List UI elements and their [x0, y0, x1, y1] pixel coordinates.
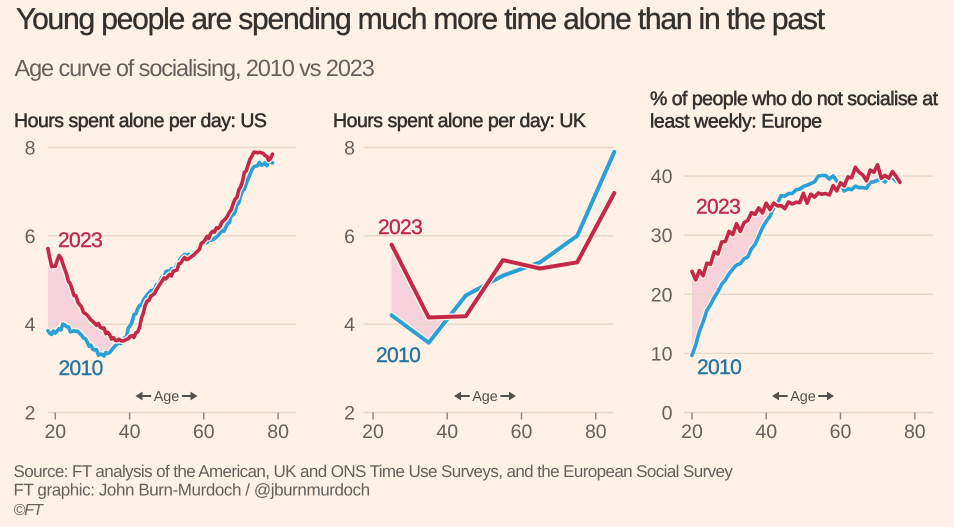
svg-text:60: 60: [511, 421, 533, 443]
svg-text:2010: 2010: [697, 356, 741, 379]
svg-text:2023: 2023: [696, 196, 740, 219]
svg-text:0: 0: [662, 403, 673, 425]
svg-text:2: 2: [344, 403, 355, 425]
svg-text:Age: Age: [154, 389, 180, 405]
svg-text:40: 40: [651, 166, 673, 188]
svg-text:Age curve of socialising, 2010: Age curve of socialising, 2010 vs 2023: [15, 55, 375, 81]
svg-text:30: 30: [651, 225, 673, 247]
svg-text:4: 4: [344, 314, 355, 336]
svg-text:Young people are spending much: Young people are spending much more time…: [16, 3, 826, 36]
svg-text:40: 40: [119, 421, 141, 443]
svg-text:% of people who do not sociali: % of people who do not socialise at: [650, 88, 939, 110]
svg-text:20: 20: [651, 284, 673, 306]
svg-text:8: 8: [344, 138, 355, 160]
svg-text:2010: 2010: [59, 357, 103, 380]
svg-text:4: 4: [25, 314, 36, 336]
svg-text:20: 20: [681, 421, 703, 443]
svg-text:Age: Age: [472, 389, 498, 405]
svg-text:2023: 2023: [378, 216, 422, 239]
svg-text:60: 60: [830, 421, 852, 443]
svg-text:©FT: ©FT: [14, 502, 45, 519]
svg-text:FT graphic: John Burn-Murdoch: FT graphic: John Burn-Murdoch / @jburnmu…: [14, 481, 370, 500]
svg-text:80: 80: [585, 421, 607, 443]
svg-text:40: 40: [755, 421, 777, 443]
svg-text:2: 2: [25, 403, 36, 425]
svg-text:80: 80: [904, 421, 926, 443]
svg-text:Hours spent alone per day: UK: Hours spent alone per day: UK: [333, 110, 586, 132]
svg-text:6: 6: [25, 226, 36, 248]
svg-text:Source: FT analysis of the Ame: Source: FT analysis of the American, UK …: [14, 462, 734, 481]
svg-text:60: 60: [193, 421, 215, 443]
svg-text:2010: 2010: [376, 344, 420, 367]
svg-text:6: 6: [344, 226, 355, 248]
svg-text:least weekly: Europe: least weekly: Europe: [650, 111, 822, 133]
svg-text:8: 8: [25, 138, 36, 160]
svg-text:80: 80: [267, 421, 289, 443]
svg-text:2023: 2023: [58, 229, 102, 252]
svg-text:40: 40: [436, 421, 458, 443]
svg-text:20: 20: [44, 421, 66, 443]
svg-text:20: 20: [362, 421, 384, 443]
svg-text:Age: Age: [790, 389, 816, 405]
svg-text:Hours spent alone per day: US: Hours spent alone per day: US: [14, 110, 267, 132]
svg-text:10: 10: [651, 343, 673, 365]
